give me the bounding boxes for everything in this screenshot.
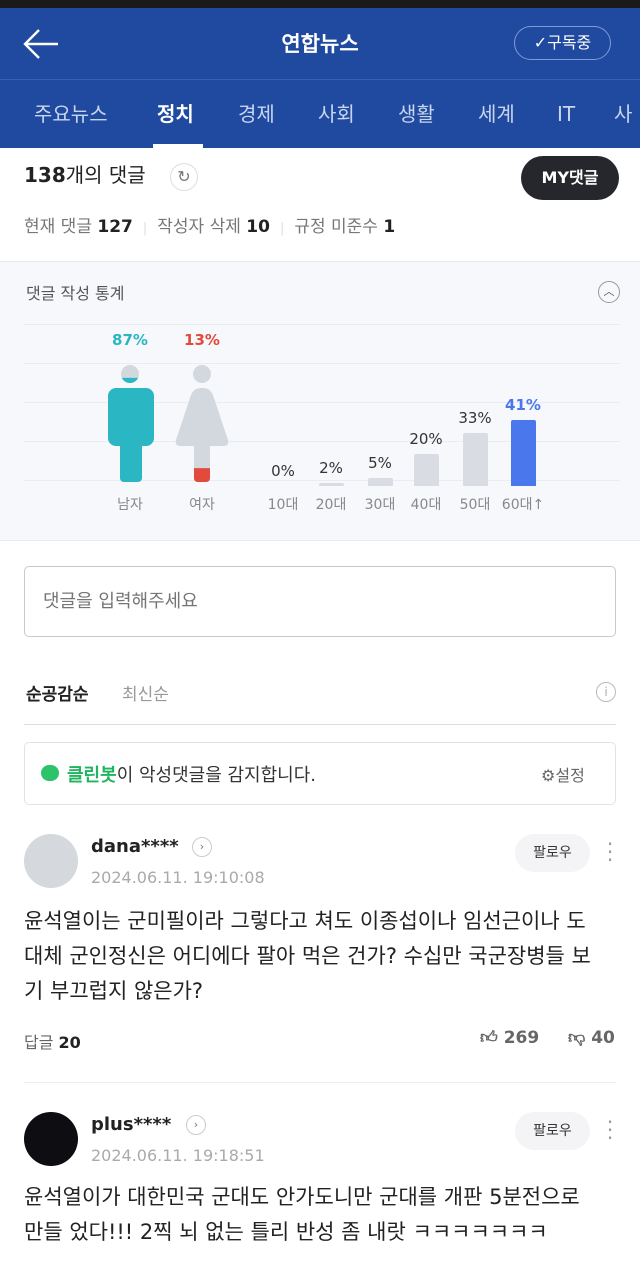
cleanbot-name: 클린봇 (67, 765, 117, 786)
sort-by-latest[interactable]: 최신순 (122, 685, 169, 705)
age-pct: 33% (458, 408, 492, 427)
cleanbot-icon (41, 765, 59, 781)
current-value: 127 (97, 217, 133, 237)
username[interactable]: plus**** (91, 1114, 172, 1135)
refresh-icon[interactable]: ↻ (170, 163, 198, 191)
age-pct: 41% (505, 395, 541, 414)
gridline (24, 480, 620, 481)
like-button[interactable]: 👍︎ 269 (480, 1027, 539, 1048)
age-bar (463, 432, 488, 486)
age-label: 30대 (364, 497, 396, 513)
gridline (24, 441, 620, 442)
age-label: 50대 (459, 497, 491, 513)
comment-meta: 현재 댓글 127 | 작성자 삭제 10 | 규정 미준수 1 (24, 217, 396, 237)
gender-figures (108, 365, 229, 482)
comment-count: 138개의 댓글 (24, 160, 146, 190)
female-figure-icon (175, 365, 229, 482)
category-tabs: 주요뉴스 정치 경제 사회 생활 세계 IT 사 (0, 80, 640, 148)
deleted-value: 10 (246, 217, 270, 237)
avatar[interactable] (24, 1112, 78, 1166)
comment-input[interactable] (24, 566, 616, 637)
age-pct: 0% (271, 462, 295, 480)
comment-body: 윤석열이가 대한민국 군대도 안가도니만 군대를 개판 5분전으로 만들 었다!… (24, 1185, 580, 1244)
violation-value: 1 (383, 217, 396, 237)
username[interactable]: dana**** (91, 836, 179, 857)
info-icon[interactable]: i (596, 682, 616, 702)
follow-button[interactable]: 팔로우 (515, 834, 590, 872)
gridline (24, 324, 620, 325)
tab-politics[interactable]: 정치 (157, 102, 194, 126)
avatar[interactable] (24, 834, 78, 888)
more-icon[interactable]: · · · (606, 832, 614, 872)
male-label: 남자 (117, 497, 143, 513)
violation-label: 규정 미준수 (294, 217, 378, 237)
divider (24, 1082, 616, 1083)
stats-title: 댓글 작성 통계 (26, 284, 125, 303)
tab-more[interactable]: 사 (614, 102, 633, 126)
gridline (24, 363, 620, 364)
chevron-right-icon[interactable]: › (192, 837, 212, 857)
collapse-icon[interactable]: ︿ (598, 281, 620, 303)
cleanbot-text: 클린봇이 악성댓글을 감지합니다. (67, 761, 316, 787)
reply-label: 답글 (24, 1033, 54, 1052)
tab-main-news[interactable]: 주요뉴스 (34, 102, 108, 126)
age-pct: 20% (409, 429, 443, 448)
subscribe-button[interactable]: ✓구독중 (514, 26, 611, 60)
thumbs-up-icon: 👍︎ (480, 1028, 498, 1048)
page-title: 연합뉴스 (281, 32, 359, 56)
my-comments-button[interactable]: MY댓글 (521, 156, 619, 200)
deleted-label: 작성자 삭제 (157, 217, 241, 237)
tab-life[interactable]: 생활 (398, 102, 435, 126)
comment-date: 2024.06.11. 19:18:51 (91, 1146, 265, 1165)
gear-icon: ⚙ (541, 766, 556, 785)
age-bar (368, 477, 393, 486)
gridline (24, 402, 620, 403)
reply-button[interactable]: 답글 20 (24, 1029, 81, 1053)
active-tab-indicator (153, 144, 203, 148)
header: 연합뉴스 ✓구독중 (0, 8, 640, 80)
comment-stats: 댓글 작성 통계 ︿ 87% 13% 남자 여자 0% 10대 2% 20대 5% 30대… (0, 261, 640, 541)
dislike-button[interactable]: 👎︎ 40 (568, 1027, 615, 1048)
count-suffix: 개의 댓글 (65, 163, 146, 187)
tab-it[interactable]: IT (557, 102, 576, 126)
thumbs-down-icon: 👎︎ (568, 1028, 586, 1048)
current-label: 현재 댓글 (24, 217, 92, 237)
age-pct: 5% (368, 453, 392, 472)
male-figure-icon (108, 365, 154, 482)
age-label: 20대 (315, 497, 347, 513)
cleanbot-settings-button[interactable]: ⚙설정 (541, 762, 585, 786)
cleanbot-banner: 클린봇이 악성댓글을 감지합니다. ⚙설정 (24, 742, 616, 805)
like-count: 269 (503, 1028, 540, 1048)
cleanbot-desc: 이 악성댓글을 감지합니다. (116, 765, 317, 786)
age-label: 10대 (267, 497, 299, 513)
age-bar (319, 482, 344, 486)
reply-count: 20 (58, 1033, 81, 1052)
age-pct: 2% (319, 458, 343, 477)
age-label: 40대 (410, 497, 442, 513)
age-bar (511, 419, 536, 486)
more-icon[interactable]: · · · (606, 1110, 614, 1150)
status-bar (0, 0, 640, 8)
tab-world[interactable]: 세계 (478, 102, 515, 126)
sort-by-likes[interactable]: 순공감순 (26, 685, 89, 705)
comment-body: 윤석열이는 군미필이라 그렇다고 쳐도 이종섭이나 임선근이나 도대체 군인정신… (24, 909, 591, 1003)
chevron-right-icon[interactable]: › (186, 1115, 206, 1135)
tab-society[interactable]: 사회 (318, 102, 355, 126)
settings-label: 설정 (555, 766, 585, 785)
comment-date: 2024.06.11. 19:10:08 (91, 868, 265, 887)
follow-button[interactable]: 팔로우 (515, 1112, 590, 1150)
divider (24, 724, 616, 725)
count-value: 138 (24, 163, 66, 187)
tab-economy[interactable]: 경제 (238, 102, 275, 126)
age-label: 60대↑ (501, 497, 545, 513)
female-label: 여자 (189, 497, 215, 513)
age-bar (414, 453, 439, 486)
back-arrow-icon[interactable] (22, 28, 60, 60)
male-pct: 87% (112, 331, 148, 349)
dislike-count: 40 (591, 1028, 615, 1048)
female-pct: 13% (184, 331, 220, 349)
